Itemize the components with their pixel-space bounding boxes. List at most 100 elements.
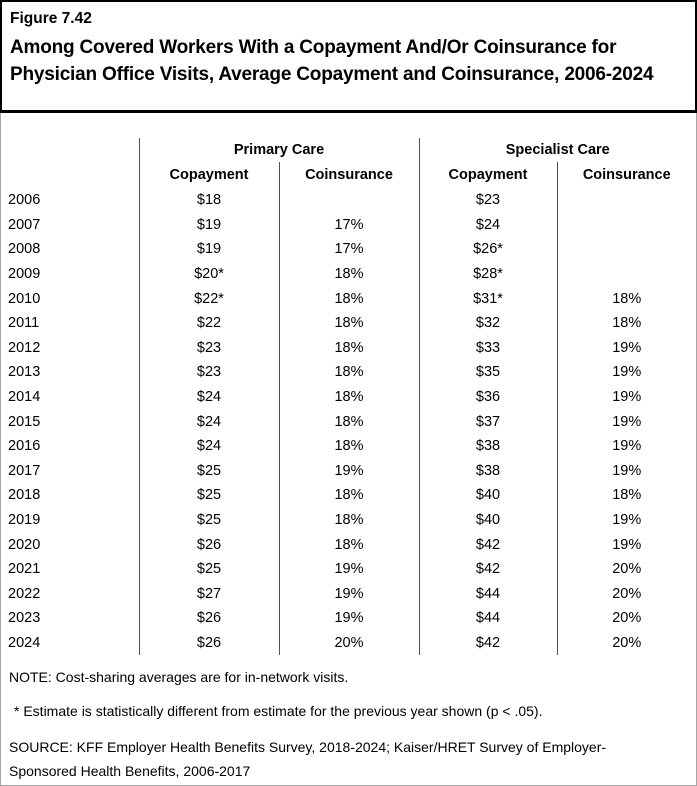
specialist-copayment-cell: $35 bbox=[419, 360, 558, 385]
specialist-copayment-cell: $38 bbox=[419, 433, 558, 459]
note-text: NOTE: Cost-sharing averages are for in-n… bbox=[9, 669, 349, 686]
primary-coinsurance-cell: 18% bbox=[279, 409, 420, 434]
table-row: 2022 $27 19% $44 20% bbox=[1, 581, 696, 607]
year-cell: 2020 bbox=[1, 532, 140, 557]
primary-copayment-cell: $25 bbox=[139, 556, 280, 582]
table-row: 2016 $24 18% $38 19% bbox=[1, 433, 696, 459]
table-row: 2011 $22 18% $32 18% bbox=[1, 310, 696, 336]
table-row: 2007 $19 17% $24 bbox=[1, 212, 696, 238]
year-cell: 2022 bbox=[1, 581, 140, 607]
year-cell: 2006 bbox=[1, 188, 140, 213]
year-cell: 2008 bbox=[1, 237, 140, 262]
primary-copayment-cell: $23 bbox=[139, 360, 280, 385]
specialist-coinsurance-cell: 18% bbox=[612, 315, 642, 332]
specialist-copayment-cell: $42 bbox=[419, 630, 558, 656]
primary-coinsurance-cell: 18% bbox=[279, 483, 420, 508]
year-cell: 2012 bbox=[1, 335, 140, 361]
primary-copayment-cell: $24 bbox=[139, 433, 280, 459]
year-cell: 2010 bbox=[1, 286, 140, 311]
specialist-copayment-cell: $42 bbox=[419, 532, 558, 557]
specialist-copayment-cell: $40 bbox=[419, 483, 558, 508]
table-row: 2024 $26 20% $42 20% bbox=[1, 630, 696, 656]
specialist-coinsurance-cell: 20% bbox=[612, 610, 642, 627]
specialist-copayment-cell: $32 bbox=[419, 310, 558, 336]
specialist-copayment-cell: $40 bbox=[419, 507, 558, 533]
specialist-copayment-cell: $23 bbox=[419, 188, 558, 213]
specialist-coinsurance-cell: 19% bbox=[612, 413, 642, 430]
year-cell: 2017 bbox=[1, 458, 140, 484]
column-header-specialist-coinsurance: Coinsurance bbox=[582, 167, 671, 183]
primary-copayment-cell: $19 bbox=[139, 237, 280, 262]
asterisk-note-text: * Estimate is statistically different fr… bbox=[14, 703, 543, 720]
figure-header: Figure 7.42 Among Covered Workers With a… bbox=[0, 0, 697, 113]
year-cell: 2014 bbox=[1, 384, 140, 410]
primary-copayment-cell: $20* bbox=[139, 261, 280, 287]
figure-title: Among Covered Workers With a Copayment A… bbox=[10, 37, 654, 85]
specialist-copayment-cell: $28* bbox=[419, 261, 558, 287]
primary-coinsurance-cell: 18% bbox=[279, 384, 420, 410]
table-row: 2014 $24 18% $36 19% bbox=[1, 384, 696, 410]
year-cell: 2013 bbox=[1, 360, 140, 385]
table-row: 2006 $18 $23 bbox=[1, 188, 696, 213]
specialist-coinsurance-cell: 19% bbox=[612, 512, 642, 529]
specialist-copayment-cell: $42 bbox=[419, 556, 558, 582]
year-cell: 2023 bbox=[1, 606, 140, 631]
table-row: 2009 $20* 18% $28* bbox=[1, 261, 696, 287]
specialist-coinsurance-cell: 20% bbox=[612, 634, 642, 651]
column-header-specialist-copayment: Copayment bbox=[419, 162, 558, 188]
figure-content: Primary Care Specialist Care Copayment C… bbox=[0, 113, 697, 786]
primary-coinsurance-cell: 19% bbox=[279, 458, 420, 484]
year-cell: 2021 bbox=[1, 556, 140, 582]
specialist-coinsurance-cell: 19% bbox=[612, 389, 642, 406]
table-row: 2023 $26 19% $44 20% bbox=[1, 606, 696, 631]
primary-copayment-cell: $26 bbox=[139, 532, 280, 557]
year-cell: 2015 bbox=[1, 409, 140, 434]
specialist-coinsurance-cell: 18% bbox=[612, 487, 642, 504]
primary-copayment-cell: $19 bbox=[139, 212, 280, 238]
column-header-primary-copayment: Copayment bbox=[139, 162, 280, 188]
specialist-coinsurance-cell bbox=[557, 262, 696, 287]
specialist-coinsurance-cell: 20% bbox=[612, 585, 642, 602]
column-header-primary-coinsurance: Coinsurance bbox=[279, 162, 420, 188]
primary-copayment-cell: $23 bbox=[139, 335, 280, 361]
table-row: 2018 $25 18% $40 18% bbox=[1, 483, 696, 508]
year-cell: 2011 bbox=[1, 310, 140, 336]
primary-coinsurance-cell: 18% bbox=[279, 261, 420, 287]
year-cell: 2024 bbox=[1, 630, 140, 656]
primary-coinsurance-cell: 18% bbox=[279, 310, 420, 336]
table-row: 2008 $19 17% $26* bbox=[1, 237, 696, 262]
year-cell: 2018 bbox=[1, 483, 140, 508]
primary-coinsurance-cell: 17% bbox=[279, 237, 420, 262]
primary-coinsurance-cell: 19% bbox=[279, 606, 420, 631]
specialist-coinsurance-cell: 19% bbox=[612, 364, 642, 381]
primary-coinsurance-cell: 18% bbox=[279, 507, 420, 533]
primary-copayment-cell: $24 bbox=[139, 409, 280, 434]
primary-coinsurance-cell bbox=[279, 188, 420, 213]
primary-copayment-cell: $26 bbox=[139, 606, 280, 631]
primary-coinsurance-cell: 18% bbox=[279, 360, 420, 385]
specialist-copayment-cell: $44 bbox=[419, 581, 558, 607]
specialist-copayment-cell: $44 bbox=[419, 606, 558, 631]
primary-copayment-cell: $22* bbox=[139, 286, 280, 311]
specialist-copayment-cell: $31* bbox=[419, 286, 558, 311]
specialist-copayment-cell: $36 bbox=[419, 384, 558, 410]
table-row: 2013 $23 18% $35 19% bbox=[1, 360, 696, 385]
specialist-copayment-cell: $24 bbox=[419, 212, 558, 238]
specialist-coinsurance-cell: 18% bbox=[612, 290, 642, 307]
table-body: 2006 $18 $23 2007 $19 17% $24 2008 $19 17% $26* 200… bbox=[1, 188, 696, 656]
corner-cell bbox=[1, 162, 140, 188]
specialist-copayment-cell: $26* bbox=[419, 237, 558, 262]
table-row: 2015 $24 18% $37 19% bbox=[1, 409, 696, 434]
primary-coinsurance-cell: 18% bbox=[279, 335, 420, 361]
primary-coinsurance-cell: 18% bbox=[279, 433, 420, 459]
primary-copayment-cell: $25 bbox=[139, 507, 280, 533]
column-header-row: Copayment Coinsurance Copayment Coinsura… bbox=[1, 162, 696, 188]
specialist-coinsurance-cell: 19% bbox=[612, 462, 642, 479]
group-header-specialist-care: Specialist Care bbox=[505, 142, 610, 158]
data-table: Primary Care Specialist Care Copayment C… bbox=[1, 138, 696, 656]
primary-copayment-cell: $18 bbox=[139, 188, 280, 213]
specialist-coinsurance-cell bbox=[557, 213, 696, 238]
table-row: 2019 $25 18% $40 19% bbox=[1, 507, 696, 533]
specialist-coinsurance-cell: 19% bbox=[612, 339, 642, 356]
